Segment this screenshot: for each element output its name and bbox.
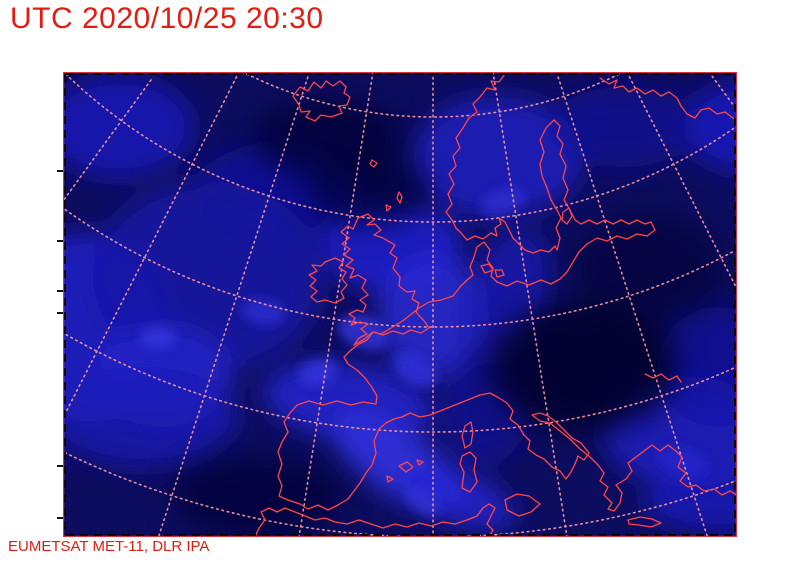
coast-shetland	[396, 191, 403, 204]
satellite-image	[57, 72, 737, 537]
coast-gotland	[561, 207, 573, 225]
coast-continental	[277, 286, 737, 512]
coast-crete	[627, 516, 662, 528]
coast-mallorca	[398, 461, 414, 473]
coast-corsica	[461, 421, 474, 449]
coast-iceland	[292, 80, 351, 122]
map-border	[63, 72, 737, 537]
frame-tick	[57, 170, 63, 172]
coast-scandinavia	[445, 73, 656, 287]
coast-orkney	[385, 204, 392, 212]
satellite-map-svg	[63, 72, 737, 537]
coast-menorca	[416, 459, 424, 466]
graticule-grid	[63, 72, 737, 537]
frame-tick	[57, 290, 63, 292]
timestamp-title: UTC 2020/10/25 20:30	[10, 2, 324, 35]
coast-ireland	[308, 257, 348, 304]
coast-north-africa	[254, 503, 496, 537]
frame-tick	[57, 465, 63, 467]
frame-tick	[57, 312, 63, 314]
coast-danish-isles	[480, 263, 505, 278]
coast-britain	[340, 213, 430, 346]
coastline-layer	[254, 73, 737, 537]
coast-marmara	[644, 373, 682, 383]
cloud-detail-layer	[140, 187, 709, 517]
credit-caption: EUMETSAT MET-11, DLR IPA	[8, 538, 210, 555]
map-border-ticks	[64, 73, 736, 536]
coast-faroes	[369, 159, 378, 168]
coast-sicily	[504, 493, 541, 517]
coast-sardinia	[459, 451, 478, 493]
coast-finnmark	[599, 77, 737, 121]
frame-tick	[57, 517, 63, 519]
coast-ibiza	[386, 475, 394, 483]
frame-tick	[57, 240, 63, 242]
